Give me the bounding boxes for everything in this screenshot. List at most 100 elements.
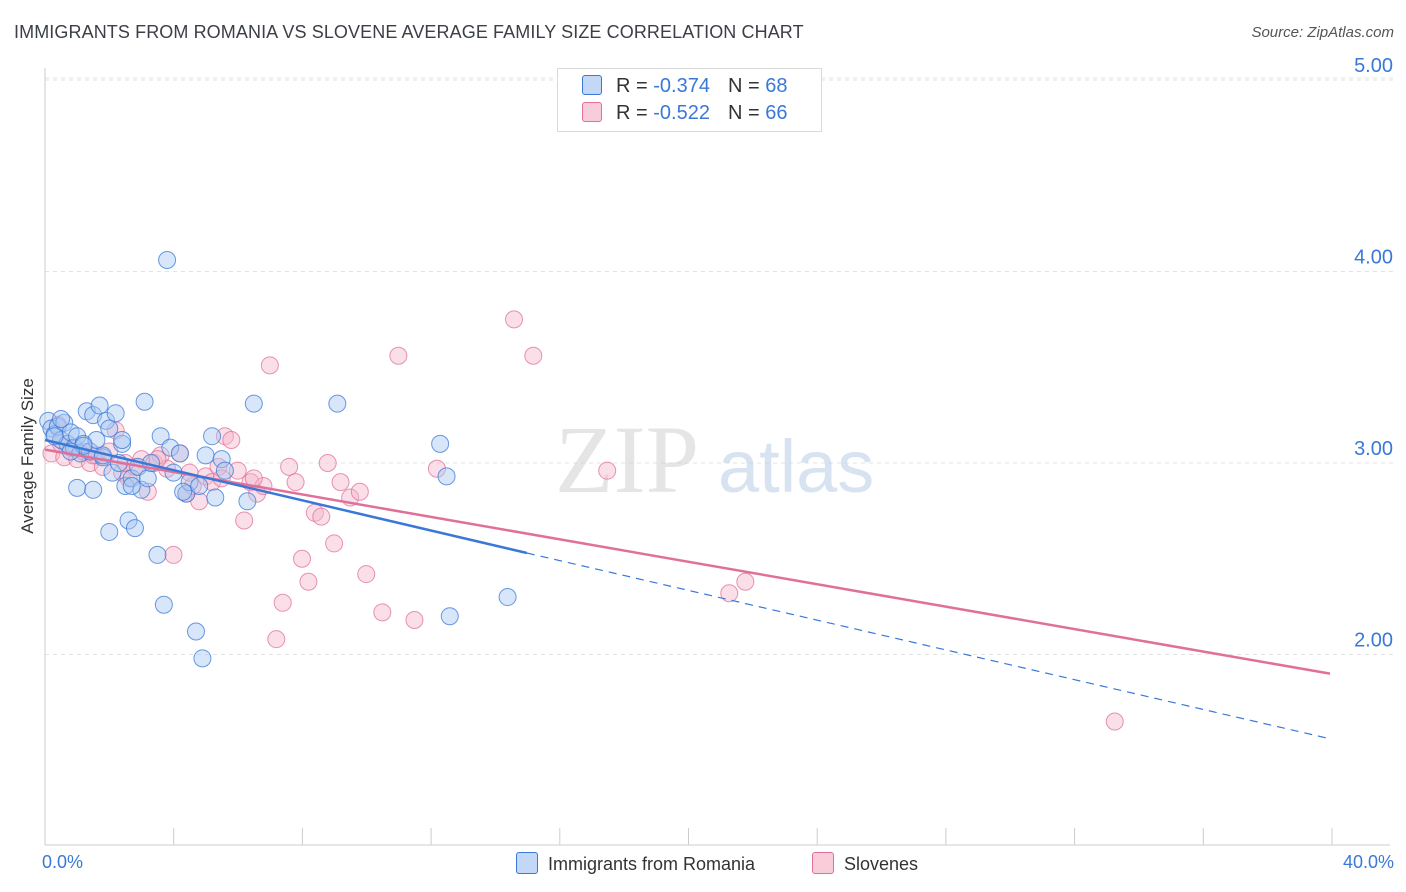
romania-point <box>135 392 154 411</box>
y-tick-label: 3.00 <box>1354 438 1393 460</box>
y-tick-labels: 2.00 3.00 4.00 5.00 <box>1354 55 1393 652</box>
romania-point <box>151 427 170 446</box>
legend-swatch-pink <box>582 102 602 122</box>
series-slovenes <box>42 310 1124 731</box>
y-tick-label: 2.00 <box>1354 630 1393 652</box>
slovenes-point <box>357 565 376 584</box>
slovenes-point <box>164 545 183 564</box>
romania-point <box>161 438 180 457</box>
romania-point <box>328 394 347 413</box>
slovenes-point <box>389 346 408 365</box>
x-axis-max-label: 40.0% <box>1342 852 1394 872</box>
slovenes-point <box>331 473 350 492</box>
slovenes-point <box>373 603 392 622</box>
slovenes-point <box>267 630 286 649</box>
romania-point <box>190 476 209 495</box>
bottom-legend-label: Immigrants from Romania <box>548 854 756 874</box>
romania-point <box>215 461 234 480</box>
slovenes-point <box>524 346 543 365</box>
romania-point <box>170 444 189 463</box>
slovenes-point <box>280 457 299 476</box>
romania-trend-line <box>44 438 528 555</box>
romania-point <box>122 476 141 495</box>
slovenes-point <box>427 459 446 478</box>
x-axis-min-label: 0.0% <box>42 852 84 872</box>
legend-n-label: N = <box>727 75 766 97</box>
romania-point <box>103 463 122 482</box>
legend-n-value: 66 <box>765 102 788 124</box>
slovenes-point <box>235 511 254 530</box>
slovenes-point <box>222 431 241 450</box>
slovenes-point <box>273 593 292 612</box>
romania-point <box>68 427 87 446</box>
watermark-zip: ZIP <box>555 406 699 513</box>
trend-lines <box>44 438 1331 740</box>
slovenes-point <box>1105 712 1124 731</box>
romania-point <box>158 251 177 270</box>
chart-title: IMMIGRANTS FROM ROMANIA VS SLOVENE AVERA… <box>14 22 804 42</box>
slovenes-point <box>299 572 318 591</box>
bottom-legend-slovenes: Slovenes <box>812 852 918 875</box>
watermark-atlas: atlas <box>718 425 874 508</box>
romania-point <box>84 480 103 499</box>
romania-point <box>113 434 132 453</box>
bottom-legend-swatch-pink <box>812 852 834 874</box>
y-axis-label: Average Family Size <box>18 378 37 534</box>
legend-r-value: -0.522 <box>653 102 710 124</box>
slovenes-trend-line <box>44 448 1331 675</box>
slovenes-point <box>312 507 331 526</box>
slovenes-point <box>318 454 337 472</box>
legend-n-value: 68 <box>765 75 788 97</box>
legend-n-label: N = <box>727 102 766 124</box>
slovenes-point <box>405 611 424 630</box>
slovenes-point <box>286 473 305 492</box>
romania-point <box>196 446 215 465</box>
bottom-legend-label: Slovenes <box>844 854 919 874</box>
axes <box>44 68 1390 846</box>
bottom-legend-romania: Immigrants from Romania <box>516 852 755 875</box>
bottom-legend-swatch-blue <box>516 852 538 874</box>
romania-point <box>106 404 125 423</box>
romania-trend-extension <box>526 552 1331 740</box>
romania-point <box>90 396 109 415</box>
romania-point <box>203 427 222 446</box>
romania-point <box>154 595 173 614</box>
romania-point <box>498 588 517 607</box>
series-immigrants-from-romania <box>39 251 517 668</box>
romania-point <box>119 511 138 530</box>
romania-point <box>174 482 193 501</box>
slovenes-point <box>736 572 755 591</box>
romania-point <box>437 467 456 486</box>
romania-point <box>244 394 263 413</box>
romania-point <box>212 450 231 469</box>
y-tick-label: 5.00 <box>1354 55 1393 77</box>
romania-point <box>206 488 225 507</box>
romania-point <box>440 607 459 626</box>
romania-point <box>238 492 257 511</box>
legend-r-label: R = <box>616 75 654 97</box>
romania-point <box>52 409 71 428</box>
romania-point <box>100 522 119 541</box>
slovenes-point <box>260 356 279 375</box>
romania-point <box>431 434 450 453</box>
legend-r-label: R = <box>616 102 654 124</box>
legend-box: R = -0.374 N = 68 R = -0.522 N = 66 <box>557 68 822 132</box>
slovenes-point <box>228 461 247 480</box>
legend-swatch-blue <box>582 75 602 95</box>
romania-point <box>148 545 167 564</box>
romania-point <box>122 469 141 488</box>
y-tick-label: 4.00 <box>1354 247 1393 269</box>
slovenes-point <box>293 549 311 568</box>
romania-point <box>100 419 119 438</box>
source-note: Source: ZipAtlas.com <box>1251 24 1394 41</box>
legend-row-romania: R = -0.374 N = 68 <box>582 75 787 98</box>
romania-point <box>132 480 151 499</box>
legend-r-value: -0.374 <box>653 75 710 97</box>
slovenes-point <box>505 310 524 329</box>
romania-point <box>186 622 205 641</box>
slovenes-point <box>350 482 369 501</box>
slovenes-point <box>325 534 344 553</box>
romania-point <box>193 649 212 668</box>
slovenes-point <box>720 584 739 603</box>
